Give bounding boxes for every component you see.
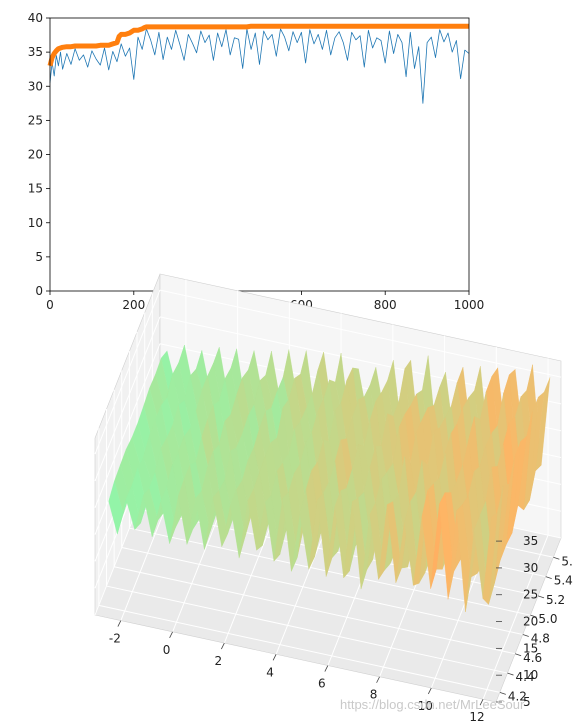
x-tick-label: 12 [469, 710, 484, 724]
series-group [47, 23, 470, 104]
y-tick-label: 5.0 [538, 612, 557, 626]
y-tick-mark [545, 576, 552, 579]
z-tick-label: 10 [523, 668, 538, 682]
grid-line [114, 566, 516, 655]
x-tick-mark [324, 665, 329, 672]
y-tick-label: 10 [28, 216, 43, 230]
x-tick-mark [427, 687, 432, 695]
grid-line [94, 289, 161, 455]
y-tick-label: 0 [35, 284, 43, 298]
x-tick-mark [479, 699, 484, 706]
y-tick-label: 25 [28, 113, 43, 127]
y-tick-label: 5.4 [554, 574, 573, 588]
y-tick-label: 5 [35, 250, 43, 264]
x-tick-label: 2 [215, 654, 223, 668]
y-tick-label: 5.6 [561, 554, 573, 568]
x-tick-label: 8 [370, 688, 378, 702]
y-tick-label: 30 [28, 79, 43, 93]
z-tick-label: 20 [523, 615, 538, 629]
z-tick-label: 35 [523, 534, 538, 548]
series-line-2 [47, 23, 469, 67]
axis-ticks-3d: -2 0 2 4 6 8 10 12 4.2 4.4 4.6 4.8 5.0 5.2 5.4 5.6 5 10 15… [109, 534, 573, 724]
z-tick-label: 5 [523, 695, 531, 709]
grid-line [106, 585, 508, 674]
y-tick-mark [530, 614, 537, 618]
y-tick-mark [499, 691, 506, 695]
grid-line [94, 343, 161, 508]
x-tick-label: 10 [418, 699, 433, 713]
z-tick-label: 25 [523, 588, 538, 602]
grid-line [94, 316, 161, 482]
x-tick-label: 0 [163, 643, 171, 657]
x-tick-label: 200 [122, 298, 145, 312]
x-tick-mark [376, 676, 380, 683]
surface-facet [482, 512, 498, 605]
x-tick-label: 800 [374, 298, 397, 312]
y-tick-mark [514, 653, 522, 657]
z-tick-label: 30 [523, 561, 538, 575]
x-tick-mark [117, 620, 122, 627]
x-tick-mark [220, 642, 225, 650]
y-tick-label: 20 [28, 148, 43, 162]
y-tick-label: 4.6 [523, 651, 542, 665]
grid-line [129, 527, 531, 616]
y-tick-mark [522, 634, 529, 637]
surface-plot [108, 344, 551, 612]
y-tick-label: 4.8 [531, 631, 550, 645]
y-tick-mark [507, 672, 514, 676]
y-tick-label: 4.2 [508, 689, 527, 703]
series-line-1 [49, 28, 470, 104]
x-tick-label: 1000 [454, 298, 485, 312]
plot-area [50, 18, 469, 291]
x-tick-label: -2 [109, 632, 121, 646]
grid-line [98, 604, 500, 693]
line-chart: 020040060080010000510152025303540 [28, 11, 485, 312]
grid-line [159, 289, 562, 378]
x-tick-label: 0 [46, 298, 54, 312]
y-tick-label: 4.4 [515, 670, 534, 684]
y-tick-mark [553, 556, 560, 560]
watermark-text: https://blog.csdn.net/MrLeeSour [340, 697, 525, 712]
y-tick-label: 15 [28, 182, 43, 196]
y-tick-mark [537, 595, 545, 599]
grid-line [121, 546, 523, 635]
surface-chart-3d: -2 0 2 4 6 8 10 12 4.2 4.4 4.6 4.8 5.0 5.2 5.4 5.6 5 10 15… [94, 273, 573, 724]
x-tick-label: 6 [318, 677, 326, 691]
x-tick-mark [272, 654, 277, 661]
x-tick-label: 4 [266, 665, 274, 679]
x-tick-mark [169, 631, 173, 639]
z-tick-label: 15 [523, 641, 538, 655]
y-tick-label: 5.2 [546, 593, 565, 607]
y-tick-label: 40 [28, 11, 43, 25]
y-tick-label: 35 [28, 45, 43, 59]
grid-line [482, 535, 549, 700]
